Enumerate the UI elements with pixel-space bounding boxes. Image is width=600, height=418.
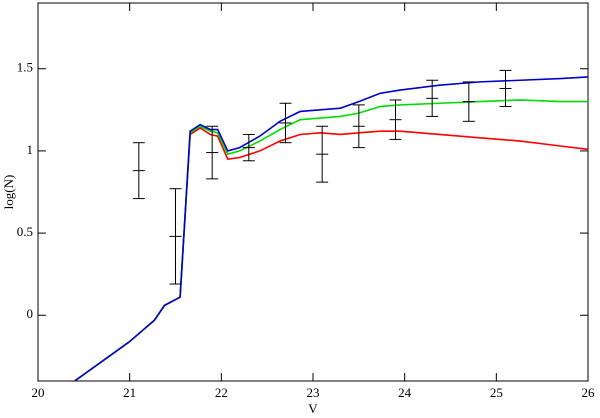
- y-tick-label: 1: [27, 142, 34, 157]
- error-bar: [132, 142, 145, 200]
- y-tick-label: 0: [27, 306, 34, 321]
- x-tick-label: 26: [582, 385, 596, 400]
- x-tick-label: 25: [490, 385, 503, 400]
- error-bar: [352, 104, 365, 149]
- error-bar: [426, 79, 439, 117]
- x-tick-label: 24: [398, 385, 412, 400]
- x-tick-label: 21: [123, 385, 136, 400]
- line-series: [74, 99, 588, 381]
- x-tick-label: 20: [32, 385, 45, 400]
- error-bar: [242, 133, 255, 162]
- error-bar: [499, 69, 512, 108]
- error-bar: [206, 125, 219, 180]
- line-series: [74, 76, 588, 381]
- x-axis-label: V: [308, 401, 318, 416]
- error-bar: [316, 125, 329, 183]
- error-bar: [169, 188, 182, 285]
- y-tick-label: 0.5: [17, 224, 33, 239]
- plot-frame: [37, 2, 589, 382]
- y-tick-label: 1.5: [17, 60, 33, 75]
- x-tick-label: 22: [215, 385, 228, 400]
- x-tick-label: 23: [307, 385, 320, 400]
- line-series: [74, 126, 588, 381]
- error-bar: [389, 99, 402, 140]
- error-bar: [462, 81, 475, 122]
- error-bar: [279, 102, 292, 144]
- y-axis-label: log(N): [1, 175, 16, 210]
